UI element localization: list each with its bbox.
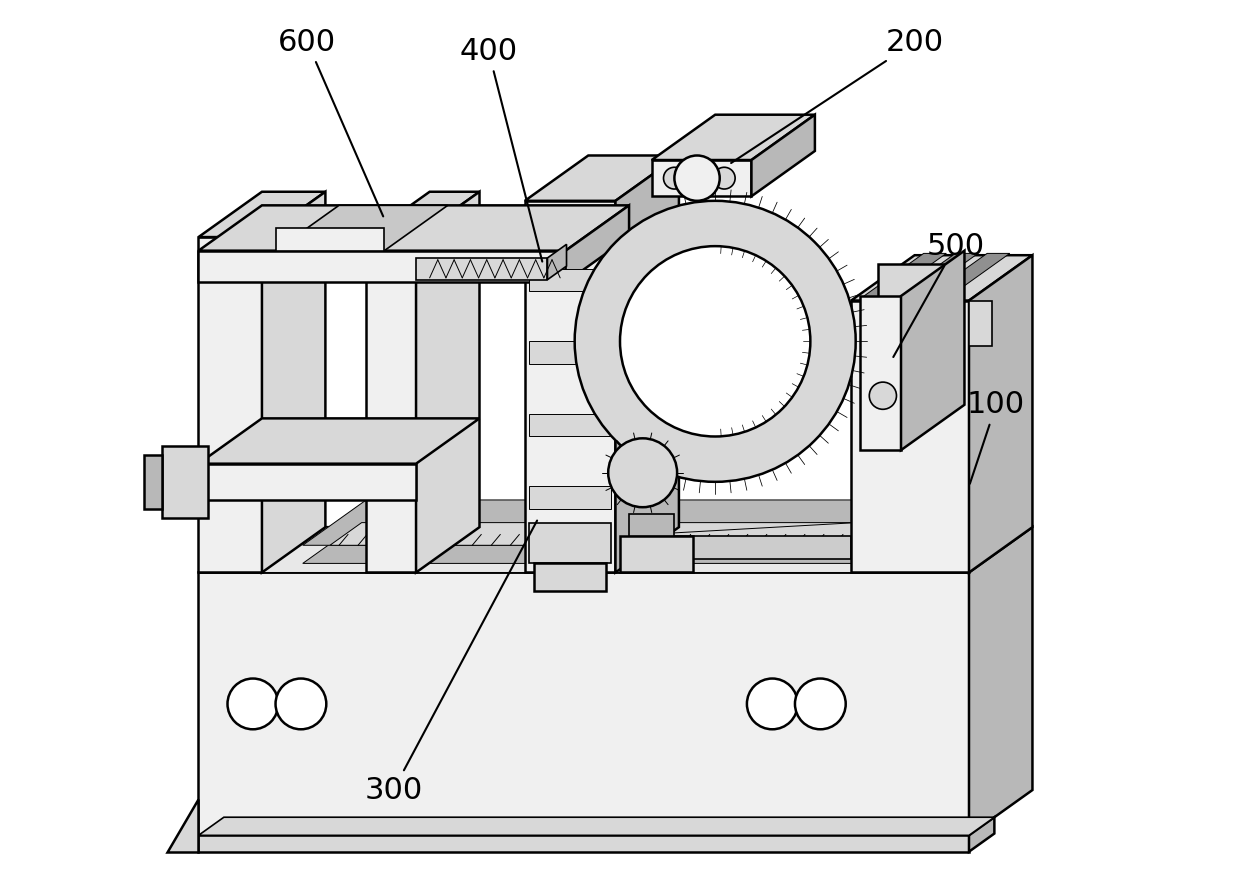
Polygon shape bbox=[198, 237, 262, 573]
Text: 100: 100 bbox=[967, 390, 1025, 484]
Text: 600: 600 bbox=[278, 28, 383, 217]
Polygon shape bbox=[366, 192, 480, 237]
Polygon shape bbox=[851, 255, 1033, 300]
Polygon shape bbox=[198, 527, 1033, 573]
Polygon shape bbox=[198, 573, 968, 835]
Polygon shape bbox=[303, 518, 1001, 563]
Circle shape bbox=[713, 168, 735, 189]
Circle shape bbox=[795, 678, 846, 729]
Polygon shape bbox=[198, 835, 968, 852]
Polygon shape bbox=[330, 523, 932, 546]
Circle shape bbox=[663, 168, 686, 189]
Polygon shape bbox=[924, 253, 1009, 299]
Polygon shape bbox=[529, 341, 611, 364]
Polygon shape bbox=[198, 464, 417, 500]
Polygon shape bbox=[615, 536, 851, 559]
Polygon shape bbox=[144, 455, 162, 509]
Polygon shape bbox=[275, 228, 384, 251]
Polygon shape bbox=[968, 255, 1033, 573]
Text: 500: 500 bbox=[893, 231, 985, 357]
Polygon shape bbox=[525, 155, 680, 201]
Circle shape bbox=[675, 155, 719, 201]
Circle shape bbox=[620, 246, 811, 436]
Circle shape bbox=[608, 438, 677, 507]
Polygon shape bbox=[529, 269, 611, 292]
Polygon shape bbox=[968, 817, 994, 852]
Polygon shape bbox=[198, 205, 629, 251]
Polygon shape bbox=[529, 523, 611, 563]
Polygon shape bbox=[652, 160, 751, 196]
Text: 200: 200 bbox=[732, 28, 944, 163]
Circle shape bbox=[869, 382, 897, 409]
Polygon shape bbox=[275, 205, 448, 251]
Polygon shape bbox=[529, 414, 611, 436]
Polygon shape bbox=[534, 563, 606, 591]
Polygon shape bbox=[968, 300, 992, 346]
Text: 300: 300 bbox=[365, 520, 537, 805]
Polygon shape bbox=[162, 445, 207, 518]
Polygon shape bbox=[878, 265, 960, 300]
Polygon shape bbox=[417, 192, 480, 573]
Polygon shape bbox=[529, 486, 611, 509]
Polygon shape bbox=[968, 527, 1033, 835]
Polygon shape bbox=[198, 418, 480, 464]
Polygon shape bbox=[892, 253, 978, 299]
Polygon shape bbox=[851, 300, 968, 573]
Polygon shape bbox=[198, 527, 1033, 573]
Circle shape bbox=[625, 251, 806, 432]
Polygon shape bbox=[901, 251, 965, 450]
Polygon shape bbox=[525, 201, 615, 573]
Polygon shape bbox=[615, 155, 680, 573]
Circle shape bbox=[275, 678, 326, 729]
Polygon shape bbox=[198, 192, 325, 237]
Text: 400: 400 bbox=[460, 37, 542, 262]
Polygon shape bbox=[548, 244, 567, 279]
Circle shape bbox=[227, 678, 278, 729]
Polygon shape bbox=[166, 799, 198, 852]
Circle shape bbox=[746, 678, 797, 729]
Polygon shape bbox=[629, 513, 675, 536]
Polygon shape bbox=[303, 500, 1001, 546]
Polygon shape bbox=[198, 251, 565, 282]
Polygon shape bbox=[620, 536, 692, 573]
Polygon shape bbox=[565, 205, 629, 282]
Polygon shape bbox=[198, 817, 994, 835]
Polygon shape bbox=[652, 114, 815, 160]
Polygon shape bbox=[262, 192, 325, 573]
Polygon shape bbox=[751, 114, 815, 196]
Polygon shape bbox=[861, 253, 946, 299]
Polygon shape bbox=[366, 237, 417, 573]
Polygon shape bbox=[417, 258, 548, 279]
Polygon shape bbox=[861, 296, 901, 450]
